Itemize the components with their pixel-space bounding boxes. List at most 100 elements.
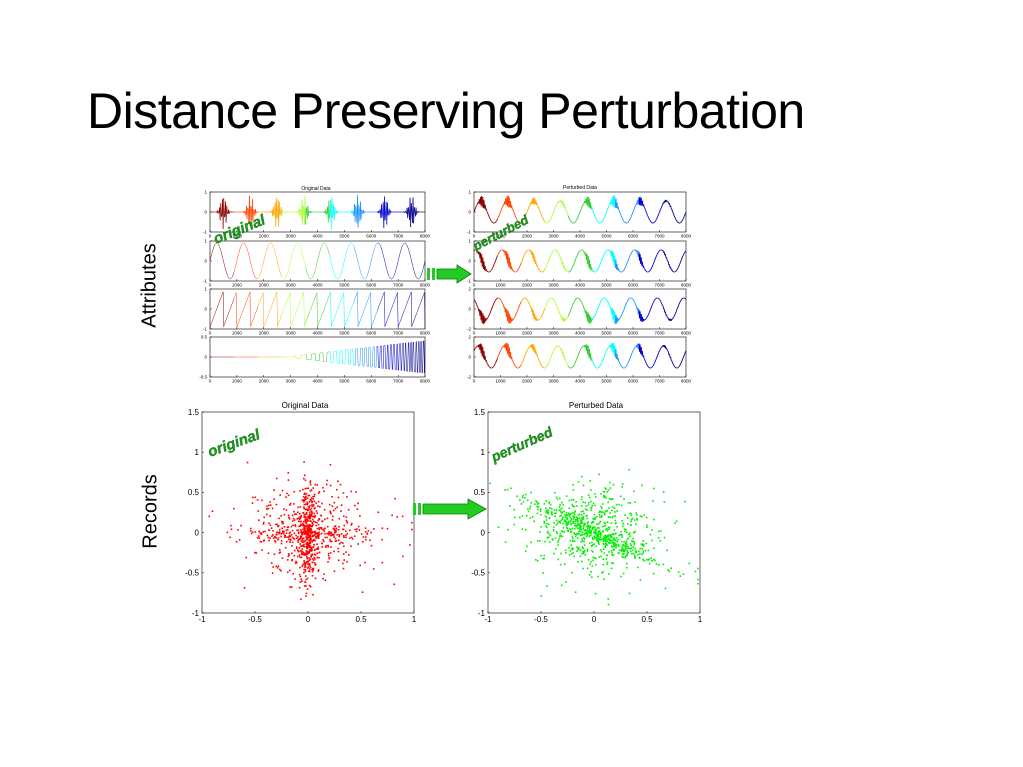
attr-perturbed-series-4-segment	[666, 347, 668, 351]
rec-perturbed-point	[602, 548, 605, 551]
attr-original-series-2-segment	[260, 270, 262, 273]
attr-original-series-3-segment	[369, 294, 371, 296]
attr-original-series-2-segment	[400, 247, 402, 250]
attr-perturbed-series-4-segment	[558, 345, 560, 348]
rec-original-point	[335, 529, 337, 532]
rec-original-point	[331, 534, 334, 536]
rec-perturbed-point	[604, 537, 607, 540]
attr-perturbed-series-2-segment	[553, 249, 555, 252]
rec-original-point	[299, 520, 302, 523]
attr-original-series-3-segment	[328, 294, 330, 297]
attr-original-series-3-segment	[233, 297, 235, 300]
rec-original-point	[301, 550, 303, 553]
attr-original-series-4-segment	[417, 341, 419, 373]
rec-original-y-label: 1.5	[188, 408, 200, 417]
rec-original-point	[342, 534, 345, 537]
rec-perturbed-point	[622, 550, 624, 553]
attr-perturbed-series-3-segment	[571, 305, 573, 308]
attr-perturbed-series-1-segment	[643, 207, 646, 209]
rec-original-point	[306, 518, 309, 521]
rec-perturbed-point	[646, 524, 648, 527]
rec-original-point	[257, 535, 260, 537]
attr-perturbed-series-4-segment	[581, 346, 583, 348]
rec-perturbed-point	[662, 563, 665, 566]
attr-perturbed-series-4-segment	[607, 347, 609, 349]
attr-perturbed-series-2-segment	[671, 269, 673, 272]
attr-perturbed-series-3-segment	[554, 301, 556, 303]
attr-original-series-2-segment	[369, 263, 371, 267]
rec-original-point	[308, 518, 311, 520]
attr-perturbed-series-4-segment	[682, 357, 684, 360]
attr-original-series-1-segment	[352, 210, 354, 212]
attr-original-x4-label: 4000	[312, 379, 323, 384]
rec-perturbed-point	[608, 551, 610, 553]
rec-original-point	[301, 541, 304, 544]
rec-perturbed-point	[607, 526, 610, 529]
rec-original-point	[291, 514, 294, 517]
attr-original-series-3-segment	[291, 322, 293, 324]
attr-original-series-2-segment	[329, 257, 331, 260]
rec-original-point	[299, 525, 302, 527]
rec-original-point	[305, 546, 307, 548]
rec-original-point	[268, 522, 270, 525]
rec-original-point	[309, 481, 312, 484]
rec-original-point	[328, 556, 331, 559]
rec-original-point	[303, 568, 305, 571]
rec-original-point	[263, 516, 265, 519]
rec-original-point	[357, 543, 359, 545]
rec-perturbed-point	[569, 539, 571, 542]
attr-original-series-2-segment	[313, 274, 315, 277]
attr-perturbed-series-3-segment	[679, 301, 681, 304]
rec-perturbed-point	[620, 540, 623, 543]
attr-perturbed-series-1-segment	[516, 219, 518, 221]
attr-perturbed-series-4-segment	[553, 349, 555, 351]
attr-perturbed-series-1-segment	[568, 218, 571, 220]
rec-original-point	[337, 539, 340, 542]
attr-original-series-2-segment	[274, 250, 276, 253]
attr-original-series-3-segment	[388, 314, 390, 317]
rec-original-point	[386, 527, 389, 530]
rec-perturbed-point	[580, 528, 583, 531]
attr-perturbed-series-2-segment	[605, 250, 607, 252]
attr-perturbed-series-2-segment	[629, 255, 631, 258]
attr-perturbed-series-4-segment	[568, 366, 570, 368]
attr-perturbed-series-1-segment	[475, 206, 477, 208]
attr-original-series-3-segment	[391, 306, 393, 309]
rec-original-point	[304, 519, 307, 522]
attr-original-series-3-segment	[299, 299, 302, 302]
attr-perturbed-series-3-segment	[676, 308, 678, 311]
rec-perturbed-point	[593, 526, 596, 528]
rec-original-point	[272, 537, 275, 540]
rec-original-point	[346, 560, 348, 563]
attr-original-series-2-segment	[354, 250, 356, 253]
attr-original-series-2-segment	[330, 262, 333, 265]
attr-original-series-3-segment	[209, 325, 211, 328]
rec-original-point	[262, 540, 265, 542]
rec-perturbed-point	[572, 505, 574, 507]
records-arrow-icon	[413, 498, 487, 520]
attr-perturbed-series-2-segment	[677, 267, 679, 269]
attr-perturbed-series-4-segment	[652, 364, 654, 367]
attr-original-series-3-segment	[256, 306, 259, 309]
attr-original-series-2-segment	[262, 263, 264, 267]
rec-original-point	[290, 533, 293, 536]
attr-perturbed-series-1-segment	[683, 216, 685, 219]
attr-original-series-3-segment	[220, 296, 222, 299]
attr-original-series-2-segment	[262, 260, 264, 264]
attr-original-series-3-segment	[332, 319, 334, 322]
rec-perturbed-point	[635, 512, 638, 514]
rec-perturbed-point	[625, 548, 627, 551]
rec-perturbed-point	[530, 541, 532, 544]
attr-original-series-3-segment	[223, 324, 225, 327]
attr-original-series-2-segment	[271, 243, 273, 245]
attr-perturbed-series-2-segment	[549, 255, 551, 258]
rec-original-point	[305, 575, 307, 577]
attr-perturbed-series-4-segment	[657, 351, 660, 354]
rec-perturbed-point	[599, 549, 602, 551]
attr-perturbed-series-1-segment	[551, 213, 554, 216]
rec-original-point	[301, 552, 303, 554]
attr-perturbed-series-2-segment	[542, 270, 544, 273]
rec-original-point	[299, 550, 302, 552]
attr-original-series-3-segment	[424, 292, 426, 328]
attr-perturbed-series-3-segment	[513, 316, 515, 319]
